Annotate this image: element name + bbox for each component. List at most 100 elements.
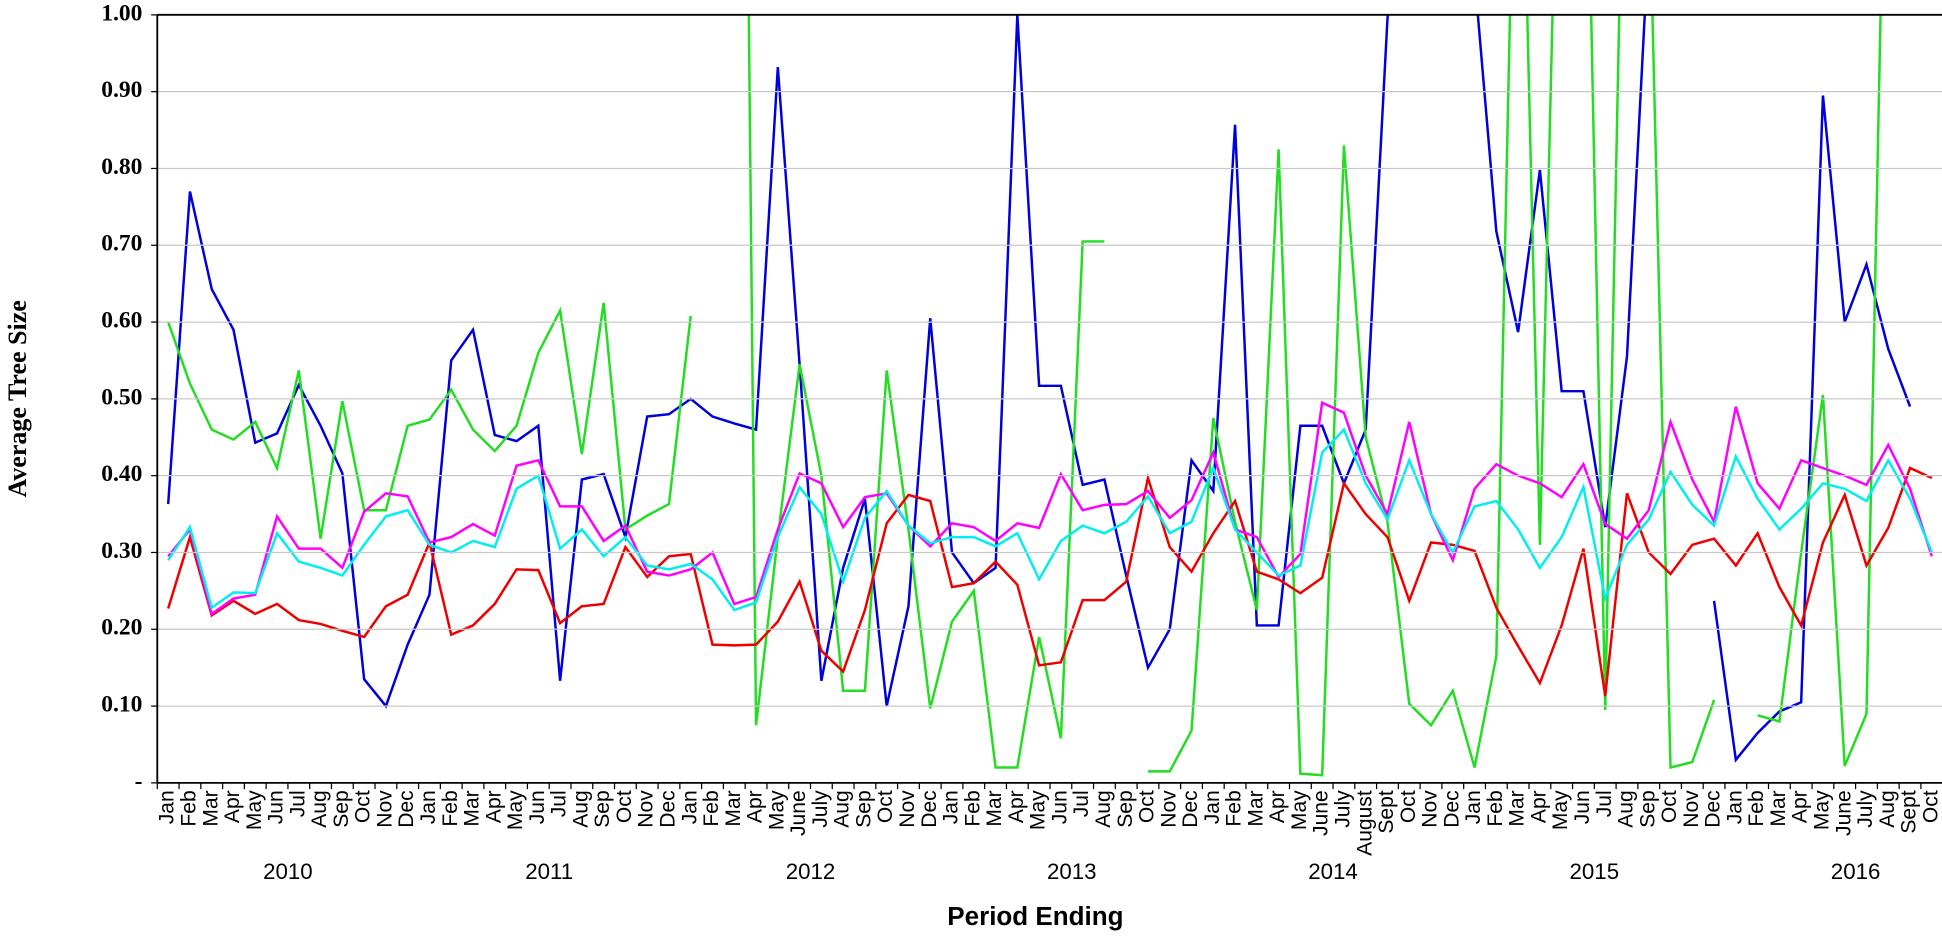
x-tick-label: July bbox=[809, 790, 832, 828]
series-line bbox=[167, 302, 692, 539]
x-tick-label: Mar bbox=[722, 790, 745, 826]
x-tick-label: Apr bbox=[482, 790, 505, 823]
series-line bbox=[166, 14, 1647, 709]
y-tick-label: 0.50 bbox=[101, 384, 142, 410]
x-tick-label: Apr bbox=[1005, 790, 1028, 823]
x-tick-label: Jul bbox=[286, 790, 309, 817]
x-tick-label: Sept bbox=[1375, 790, 1398, 833]
x-tick-label: Oct bbox=[1919, 790, 1942, 823]
x-tick-label: Dec bbox=[395, 790, 418, 827]
x-tick-label: Jan bbox=[417, 790, 440, 824]
y-tick-label: 0.60 bbox=[101, 307, 142, 333]
x-tick-label: Jan bbox=[1201, 790, 1224, 824]
x-tick-label: May bbox=[1549, 790, 1572, 830]
y-tick-label: 0.70 bbox=[101, 231, 142, 257]
x-tick-label: Jun bbox=[526, 790, 549, 824]
y-tick-label: 0.40 bbox=[101, 461, 142, 487]
year-label: 2012 bbox=[786, 859, 836, 884]
series-line bbox=[1712, 95, 1912, 763]
x-tick-label: Feb bbox=[1745, 790, 1768, 826]
x-tick-label: July bbox=[1854, 790, 1877, 828]
x-tick-label: Dec bbox=[1179, 790, 1202, 827]
y-tick-label: - bbox=[135, 768, 143, 794]
x-tick-label: Feb bbox=[178, 790, 201, 826]
x-tick-label: Jan bbox=[1723, 790, 1746, 824]
x-tick-label: Mar bbox=[983, 790, 1006, 826]
x-tick-label: Feb bbox=[961, 790, 984, 826]
x-tick-label: Oct bbox=[613, 790, 636, 823]
y-axis-title: Average Tree Size bbox=[3, 300, 32, 497]
x-tick-label: Oct bbox=[352, 790, 375, 823]
x-tick-label: Mar bbox=[199, 790, 222, 826]
x-tick-label: June bbox=[787, 790, 810, 836]
x-tick-label: Sep bbox=[852, 790, 875, 827]
x-tick-label: Sep bbox=[330, 790, 353, 827]
x-tick-label: Jul bbox=[1593, 790, 1616, 817]
x-tick-label: Aug bbox=[308, 790, 331, 827]
x-tick-label: July bbox=[1331, 790, 1354, 828]
y-tick-label: 0.30 bbox=[101, 538, 142, 564]
x-tick-label: Aug bbox=[1876, 790, 1899, 827]
x-tick-label: Jan bbox=[940, 790, 963, 824]
y-tick-label: 0.10 bbox=[101, 691, 142, 717]
x-tick-label: Feb bbox=[1223, 790, 1246, 826]
x-tick-label: Nov bbox=[1157, 790, 1180, 828]
x-tick-label: Feb bbox=[700, 790, 723, 826]
x-tick-label: Sep bbox=[1114, 790, 1137, 827]
x-tick-label: Oct bbox=[1136, 790, 1159, 823]
x-tick-label: Aug bbox=[1615, 790, 1638, 827]
y-tick-label: 0.20 bbox=[101, 615, 142, 641]
x-tick-label: Sept bbox=[1898, 790, 1921, 833]
y-tick-label: 0.90 bbox=[101, 77, 142, 103]
x-axis-title: Period Ending bbox=[947, 901, 1123, 931]
x-tick-label: Mar bbox=[1506, 790, 1529, 826]
x-tick-label: Dec bbox=[1440, 790, 1463, 827]
x-tick-label: Apr bbox=[1527, 790, 1550, 823]
x-tick-label: Oct bbox=[1658, 790, 1681, 823]
plot-area bbox=[166, 14, 1933, 777]
x-tick-label: Jul bbox=[1070, 790, 1093, 817]
x-tick-label: Mar bbox=[1767, 790, 1790, 826]
x-tick-label: Nov bbox=[1680, 790, 1703, 828]
series-line bbox=[747, 14, 1105, 769]
year-label: 2015 bbox=[1570, 859, 1620, 884]
x-tick-label: Jan bbox=[156, 790, 179, 824]
x-tick-label: May bbox=[243, 790, 266, 830]
x-tick-label: Jun bbox=[1048, 790, 1071, 824]
x-tick-label: May bbox=[765, 790, 788, 830]
x-tick-label: May bbox=[504, 790, 527, 830]
x-tick-label: Aug bbox=[831, 790, 854, 827]
x-tick-label: Nov bbox=[373, 790, 396, 828]
x-tick-label: Aug bbox=[1092, 790, 1115, 827]
x-tick-label: Apr bbox=[1789, 790, 1812, 823]
year-label: 2013 bbox=[1047, 859, 1097, 884]
x-tick-label: Oct bbox=[874, 790, 897, 823]
y-tick-label: 1.00 bbox=[101, 0, 142, 26]
x-tick-label: Oct bbox=[1397, 790, 1420, 823]
x-tick-label: Sep bbox=[591, 790, 614, 827]
year-label: 2016 bbox=[1831, 859, 1881, 884]
series-line bbox=[167, 427, 1933, 612]
x-tick-label: June bbox=[1310, 790, 1333, 836]
x-tick-label: May bbox=[1288, 790, 1311, 830]
x-tick-label: Jan bbox=[678, 790, 701, 824]
x-tick-label: Jul bbox=[548, 790, 571, 817]
year-label: 2014 bbox=[1308, 859, 1358, 884]
series-line bbox=[1147, 14, 1716, 777]
x-tick-label: Aug bbox=[569, 790, 592, 827]
x-tick-label: Mar bbox=[461, 790, 484, 826]
x-tick-label: Feb bbox=[1484, 790, 1507, 826]
x-tick-label: Dec bbox=[657, 790, 680, 827]
x-tick-label: Jan bbox=[1462, 790, 1485, 824]
x-tick-label: Nov bbox=[635, 790, 658, 828]
x-tick-label: Dec bbox=[918, 790, 941, 827]
x-tick-label: August bbox=[1353, 790, 1376, 856]
year-label: 2011 bbox=[525, 859, 573, 884]
x-tick-label: Apr bbox=[744, 790, 767, 823]
x-tick-label: Mar bbox=[1244, 790, 1267, 826]
x-tick-label: Dec bbox=[1702, 790, 1725, 827]
x-tick-label: Apr bbox=[221, 790, 244, 823]
y-tick-label: 0.80 bbox=[101, 154, 142, 180]
x-tick-label: Jun bbox=[1571, 790, 1594, 824]
